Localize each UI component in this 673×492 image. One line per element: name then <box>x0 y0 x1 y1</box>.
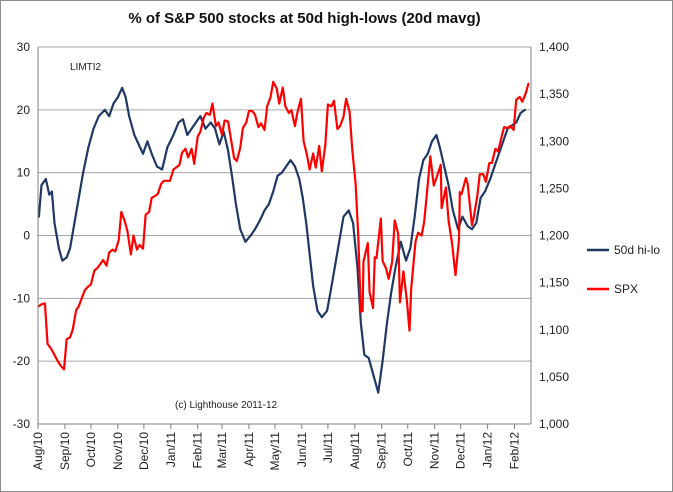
series-line-50d-hi-lo <box>37 86 527 394</box>
y-right-tick-label: 1,150 <box>539 276 569 290</box>
chart-title: % of S&P 500 stocks at 50d high-lows (20… <box>128 10 480 27</box>
x-tick-label: Apr/11 <box>242 432 256 467</box>
y-right-tick-label: 1,100 <box>539 323 569 337</box>
x-tick-label: Feb/12 <box>508 432 522 470</box>
y-left-tick-label: -30 <box>13 417 31 431</box>
y-left-tick-label: 10 <box>17 166 31 180</box>
y-right-tick-label: 1,050 <box>539 370 569 384</box>
x-tick-label: Aug/10 <box>31 432 45 470</box>
y-right-tick-label: 1,000 <box>539 417 569 431</box>
y-left-tick-label: 20 <box>17 103 31 117</box>
x-tick-label: May/11 <box>268 432 282 471</box>
y-left-tick-label: 0 <box>23 229 30 243</box>
y-left-tick-label: -10 <box>13 291 31 305</box>
x-tick-label: Dec/10 <box>137 432 151 470</box>
x-tick-label: Nov/11 <box>428 432 442 469</box>
legend: 50d hi-lo SPX <box>587 243 660 296</box>
y-right-tick-label: 1,400 <box>539 40 569 54</box>
legend-label: SPX <box>614 282 638 296</box>
chart-annotation-label: LIMTI2 <box>70 62 102 73</box>
x-tick-label: Sep/11 <box>375 432 389 469</box>
copyright-annotation: (c) Lighthouse 2011-12 <box>175 400 278 411</box>
y-right-tick-label: 1,250 <box>539 181 569 195</box>
series-layer <box>37 80 530 394</box>
x-tick-label: Jun/11 <box>295 432 309 467</box>
series-line-spx <box>37 80 530 371</box>
legend-label: 50d hi-lo <box>614 243 660 257</box>
y-right-tick-label: 1,300 <box>539 134 569 148</box>
x-tick-label: Mar/11 <box>215 432 229 469</box>
x-tick-label: Jan/11 <box>164 432 178 467</box>
x-tick-label: Sep/10 <box>58 432 72 470</box>
x-tick-label: Feb/11 <box>191 432 205 469</box>
x-tick-label: Oct/11 <box>401 432 415 467</box>
y-left-tick-label: 30 <box>17 40 31 54</box>
x-tick-label: Jan/12 <box>481 432 495 468</box>
x-tick-label: Oct/10 <box>84 432 98 468</box>
x-tick-label: Aug/11 <box>348 432 362 469</box>
y-left-tick-label: -20 <box>13 354 31 368</box>
x-tick-label: Nov/10 <box>111 432 125 470</box>
x-tick-label: Jul/11 <box>321 432 335 463</box>
y-right-tick-label: 1,200 <box>539 229 569 243</box>
x-tick-label: Dec/11 <box>454 432 468 469</box>
y-right-tick-label: 1,350 <box>539 87 569 101</box>
axes: 30 20 10 0 -10 -20 -30 1,400 1,350 1,300 1,250 1,20… <box>13 40 570 470</box>
